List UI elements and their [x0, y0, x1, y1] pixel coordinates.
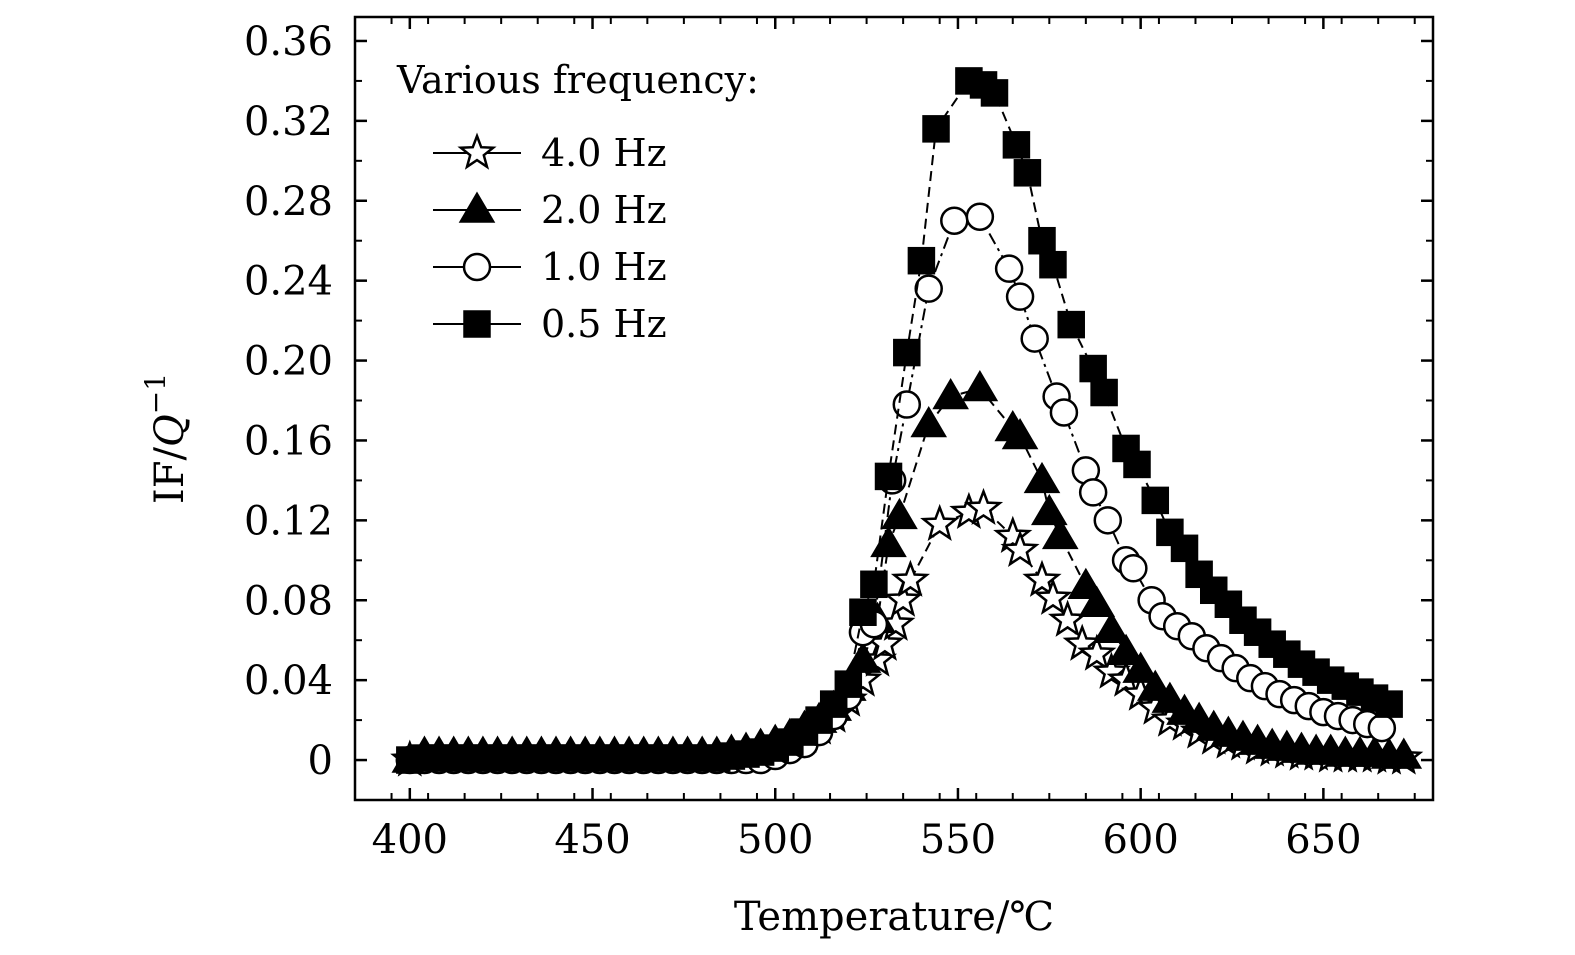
- legend-title: Various frequency:: [396, 58, 759, 102]
- data-point-0-5-hz: [1013, 159, 1042, 187]
- data-point-0-5-hz: [1057, 310, 1085, 339]
- y-tick-label: 0.20: [244, 339, 333, 385]
- data-point-0-5-hz: [834, 670, 863, 698]
- data-point-1-0-hz: [914, 274, 943, 303]
- data-point-2-0-hz: [1031, 493, 1068, 526]
- data-point-0-5-hz: [893, 338, 921, 367]
- y-axis-title-prefix: IF/: [147, 447, 193, 505]
- plot-area: [390, 67, 1424, 777]
- data-point-2-0-hz: [1023, 461, 1061, 494]
- data-point-1-0-hz: [1020, 324, 1049, 353]
- legend-marker-1-0-hz: [462, 252, 492, 282]
- data-point-4-0-hz: [1047, 599, 1088, 637]
- legend-entry-2-0-hz: 2.0 Hz: [433, 188, 667, 232]
- data-point-1-0-hz: [1093, 506, 1123, 535]
- data-point-0-5-hz: [1079, 354, 1107, 383]
- data-point-2-0-hz: [1107, 633, 1145, 665]
- data-point-2-0-hz: [870, 525, 907, 558]
- x-tick-label: 450: [554, 817, 630, 863]
- data-point-0-5-hz: [907, 246, 936, 275]
- y-axis: 0 0.04 0.08 0.12 0.16 0.20 0.24 0.28 0.32 0.36: [244, 19, 1433, 784]
- data-point-0-5-hz: [849, 598, 877, 626]
- data-point-2-0-hz: [932, 378, 969, 410]
- data-point-1-0-hz: [994, 254, 1024, 283]
- data-point-0-5-hz: [1090, 378, 1118, 407]
- data-point-2-0-hz: [1122, 651, 1159, 683]
- x-tick-label: 550: [920, 817, 996, 863]
- y-tick-label: 0.08: [244, 578, 333, 624]
- data-point-4-0-hz: [964, 487, 1004, 525]
- data-point-4-0-hz: [1033, 577, 1073, 615]
- legend-label-4-0-hz: 4.0 Hz: [541, 131, 667, 175]
- legend-marker-4-0-hz: [457, 132, 497, 170]
- data-point-2-0-hz: [1093, 611, 1130, 643]
- data-point-1-0-hz: [1049, 398, 1079, 427]
- data-point-0-5-hz: [860, 570, 888, 599]
- y-tick-label: 0.04: [244, 658, 333, 704]
- legend-marker-2-0-hz: [458, 191, 496, 223]
- y-tick-label: 0.12: [244, 498, 333, 544]
- data-point-0-5-hz: [1141, 486, 1170, 515]
- x-tick-label: 400: [372, 817, 448, 863]
- data-point-1-0-hz: [1119, 554, 1148, 583]
- data-point-4-0-hz: [920, 503, 960, 541]
- data-point-4-0-hz: [890, 559, 930, 597]
- y-tick-label: 0.36: [244, 19, 333, 65]
- y-tick-label: 0.16: [244, 418, 333, 464]
- data-point-1-0-hz: [1078, 478, 1108, 507]
- y-tick-label: 0: [308, 738, 333, 784]
- legend: Various frequency: 4.0 Hz 2.0 Hz 1.0 Hz 0.5…: [396, 58, 759, 346]
- data-point-2-0-hz: [1041, 517, 1079, 550]
- plot-frame: [353, 15, 1435, 802]
- data-point-4-0-hz: [1022, 559, 1062, 597]
- data-point-0-5-hz: [1375, 690, 1403, 718]
- x-tick-label: 500: [737, 817, 813, 863]
- data-point-0-5-hz: [1028, 226, 1056, 255]
- data-point-1-0-hz: [940, 206, 969, 235]
- data-point-0-5-hz: [1002, 131, 1031, 159]
- series-0-5-hz: [396, 67, 1403, 774]
- y-axis-title-symbol: Q: [147, 414, 193, 447]
- data-point-4-0-hz: [1077, 633, 1117, 671]
- y-tick-label: 0.24: [244, 259, 333, 305]
- data-point-0-5-hz: [874, 462, 903, 491]
- x-axis-title: Temperature/℃: [734, 894, 1054, 940]
- y-tick-label: 0.28: [244, 179, 333, 225]
- legend-marker-0-5-hz: [463, 310, 491, 338]
- data-point-0-5-hz: [1039, 250, 1067, 279]
- data-point-0-5-hz: [1170, 534, 1199, 563]
- data-point-2-0-hz: [910, 405, 948, 438]
- legend-entry-4-0-hz: 4.0 Hz: [433, 131, 667, 175]
- legend-label-2-0-hz: 2.0 Hz: [541, 188, 667, 232]
- legend-entry-0-5-hz: 0.5 Hz: [433, 302, 667, 346]
- data-point-1-0-hz: [1005, 282, 1035, 311]
- data-point-1-0-hz: [965, 202, 995, 231]
- data-point-2-0-hz: [961, 370, 999, 402]
- x-tick-label: 650: [1285, 817, 1361, 863]
- legend-label-1-0-hz: 1.0 Hz: [541, 245, 667, 289]
- y-axis-title-exponent: −1: [139, 373, 172, 414]
- data-point-4-0-hz: [883, 579, 923, 617]
- data-point-0-5-hz: [922, 115, 950, 143]
- data-point-2-0-hz: [1385, 737, 1423, 769]
- data-point-2-0-hz: [1078, 585, 1116, 617]
- data-point-0-5-hz: [1123, 450, 1151, 479]
- data-point-1-0-hz: [1367, 713, 1397, 743]
- data-point-0-5-hz: [980, 79, 1009, 107]
- legend-label-0-5-hz: 0.5 Hz: [541, 302, 667, 346]
- x-axis: 400 450 500 550 600 650: [354, 17, 1416, 863]
- y-tick-label: 0.32: [244, 99, 333, 145]
- y-axis-title: IF/Q−1: [139, 373, 193, 504]
- data-point-0-5-hz: [1185, 560, 1213, 589]
- data-point-2-0-hz: [1001, 417, 1039, 450]
- data-point-2-0-hz: [881, 497, 918, 530]
- data-point-4-0-hz: [1000, 529, 1040, 567]
- legend-entry-1-0-hz: 1.0 Hz: [433, 245, 667, 289]
- x-tick-label: 600: [1102, 817, 1178, 863]
